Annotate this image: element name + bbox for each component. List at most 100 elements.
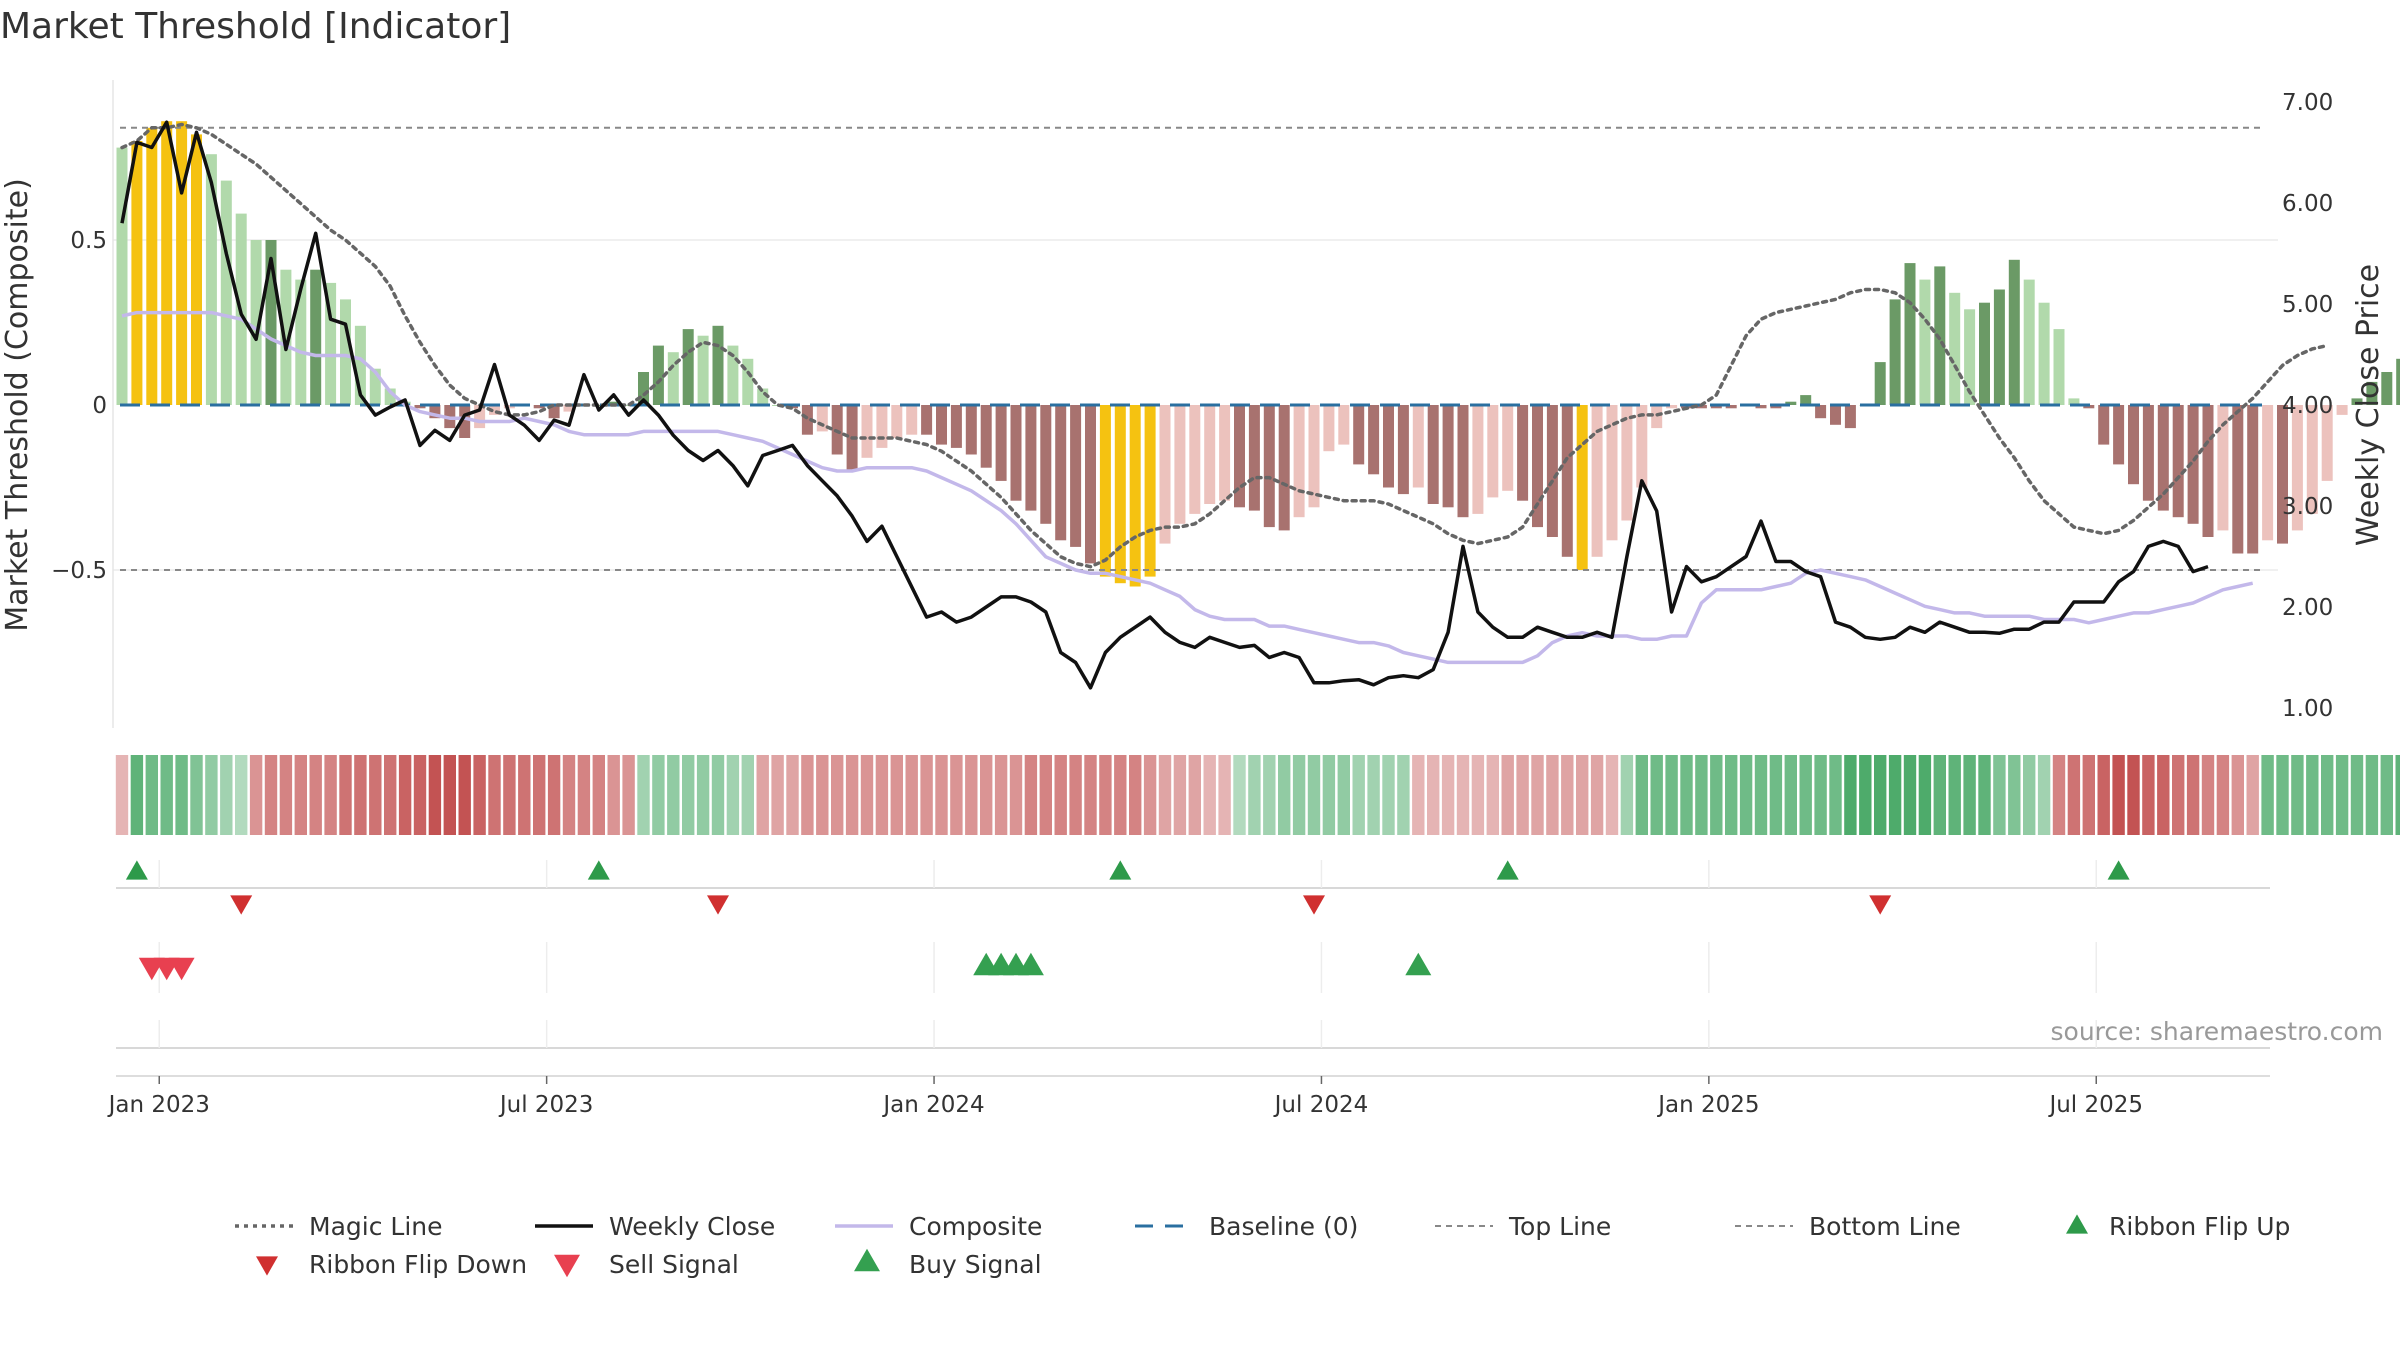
ribbon-cell: [1099, 755, 1112, 835]
ribbon-cell: [1233, 755, 1246, 835]
signals-panel: [116, 860, 2270, 1077]
ribbon-cell: [950, 755, 963, 835]
ribbon-cell: [220, 755, 233, 835]
ribbon-cell: [1695, 755, 1708, 835]
histogram-bar: [1114, 405, 1126, 584]
legend-item: Ribbon Flip Up: [2066, 1212, 2290, 1241]
ribbon-cell: [190, 755, 203, 835]
histogram-bar: [1189, 405, 1201, 514]
histogram-bar: [921, 405, 933, 435]
ribbon-cell: [652, 755, 665, 835]
ribbon-cell: [175, 755, 188, 835]
ribbon-cell: [1188, 755, 1201, 835]
histogram-bar: [1085, 405, 1096, 564]
histogram-bar: [1964, 309, 1976, 405]
histogram-bar: [1174, 405, 1186, 524]
histogram-bar: [1397, 405, 1409, 495]
histogram-bar: [995, 405, 1007, 481]
ribbon-cell: [1456, 755, 1470, 835]
histogram-bar: [489, 405, 500, 415]
ribbon-cell: [845, 755, 859, 835]
legend-label: Composite: [909, 1212, 1042, 1241]
ribbon-cell: [1412, 755, 1425, 835]
ribbon-cell: [741, 755, 754, 835]
ribbon-cell: [1069, 755, 1082, 835]
histogram-bar: [1457, 405, 1469, 518]
histogram-bar: [2098, 405, 2110, 445]
ribbon-cell: [2246, 755, 2259, 835]
ribbon-cell: [1635, 755, 1648, 835]
ribbon-cell: [667, 755, 680, 835]
ribbon-cell: [2306, 755, 2319, 835]
histogram-bar: [2172, 405, 2184, 518]
ribbon-cell: [2067, 755, 2081, 835]
x-tick-label: Jan 2024: [881, 1092, 984, 1118]
ribbon-cell: [756, 755, 769, 835]
ribbon-cell: [711, 755, 725, 835]
histogram-bar: [548, 405, 560, 419]
magic-line: [120, 122, 2329, 569]
histogram-bar: [1889, 299, 1901, 405]
right-tick-label: 3.00: [2282, 494, 2333, 520]
histogram-bar: [1651, 405, 1663, 429]
ribbon-strip: [115, 755, 2400, 835]
ribbon-cell: [1814, 755, 1827, 835]
x-tick-label: Jan 2023: [107, 1092, 210, 1118]
ribbon-cell: [1114, 755, 1127, 835]
ribbon-cell: [369, 755, 382, 835]
ribbon-cell: [1367, 755, 1380, 835]
histogram-bar: [1427, 405, 1439, 504]
ribbon-cell: [354, 755, 367, 835]
ribbon-cell: [1903, 755, 1917, 835]
histogram-bar: [2187, 405, 2199, 524]
ribbon-cell: [890, 755, 903, 835]
histogram-bar: [2038, 302, 2050, 405]
histogram-bar: [2202, 405, 2214, 537]
right-tick-label: 1.00: [2282, 696, 2333, 722]
ribbon-cell: [1322, 755, 1336, 835]
ribbon-cell: [1084, 755, 1097, 835]
histogram-bar: [459, 405, 471, 438]
ribbon-cell: [339, 755, 352, 835]
left-tick-label: −0.5: [51, 558, 107, 584]
histogram-bar: [2306, 405, 2318, 514]
ribbon-cell: [816, 755, 829, 835]
ribbon-cell: [1024, 755, 1038, 835]
histogram-bar: [1040, 405, 1052, 524]
ribbon-cell: [473, 755, 486, 835]
ribbon-cell: [1486, 755, 1499, 835]
ribbon-cell: [488, 755, 501, 835]
ribbon-cell: [860, 755, 874, 835]
histogram-bar: [1561, 405, 1573, 557]
ribbon-flip-up-marker: [125, 860, 148, 880]
left-tick-label: 0: [92, 393, 107, 419]
histogram-bar: [384, 388, 396, 405]
ribbon-cell: [1501, 755, 1514, 835]
series-lines: [120, 120, 2329, 690]
histogram-bar: [220, 180, 232, 405]
histogram-bar: [1770, 405, 1782, 409]
ribbon-cell: [1263, 755, 1276, 835]
legend-label: Weekly Close: [609, 1212, 775, 1241]
ribbon-cell: [2380, 755, 2393, 835]
left-axis-ticks: 0.5 0 −0.5: [51, 228, 107, 584]
histogram-bar: [146, 127, 158, 406]
histogram-bar: [697, 335, 709, 405]
left-axis-label: Market Threshold (Composite): [0, 178, 35, 632]
histogram-bar: [474, 405, 486, 429]
ribbon-cell: [413, 755, 427, 835]
reference-lines: [120, 126, 2262, 571]
ribbon-cell: [324, 755, 337, 835]
ribbon-cell: [1054, 755, 1067, 835]
source-note: source: sharemaestro.com: [2051, 1017, 2384, 1046]
ribbon-flip-down-marker: [1869, 895, 1892, 915]
legend-label: Ribbon Flip Down: [309, 1250, 527, 1279]
histogram-bar: [310, 269, 322, 405]
ribbon-flip-down-marker: [707, 895, 729, 915]
histogram-bar: [2232, 405, 2244, 554]
histogram-bar: [295, 279, 307, 405]
histogram-bar: [801, 405, 813, 435]
x-tick-label: Jan 2025: [1656, 1092, 1759, 1118]
